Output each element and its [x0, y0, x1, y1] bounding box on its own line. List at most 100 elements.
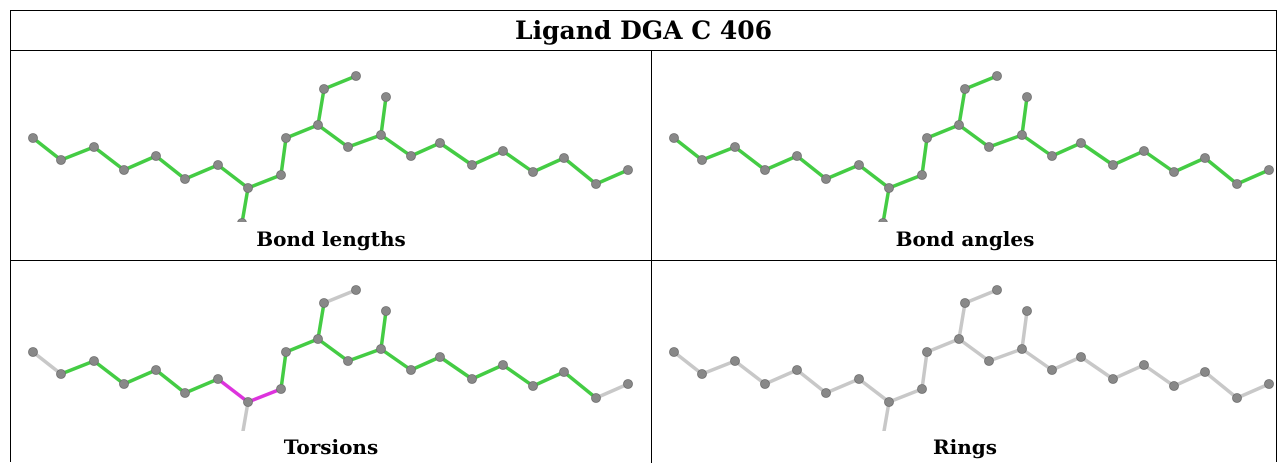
- bond: [31, 350, 63, 376]
- bond: [154, 154, 187, 181]
- bond: [59, 359, 96, 376]
- atom: [697, 369, 707, 379]
- atom: [528, 381, 538, 391]
- caption-bond-lengths: Bond lengths: [256, 227, 406, 251]
- atom: [1047, 365, 1057, 375]
- bond: [733, 145, 767, 172]
- bond: [562, 156, 598, 186]
- bond: [240, 186, 250, 222]
- atom: [854, 374, 864, 384]
- atom: [1232, 179, 1242, 189]
- column-divider: [651, 51, 652, 463]
- atom: [1076, 138, 1086, 148]
- bond: [920, 136, 929, 177]
- bond: [470, 149, 505, 167]
- bond: [925, 337, 961, 354]
- bond: [92, 359, 126, 386]
- atom: [467, 160, 477, 170]
- bond: [1142, 149, 1176, 174]
- atom: [498, 360, 508, 370]
- atom: [992, 285, 1002, 295]
- atom: [954, 120, 964, 130]
- bond: [987, 133, 1024, 149]
- atom: [406, 365, 416, 375]
- bond: [594, 382, 630, 400]
- atom: [151, 151, 161, 161]
- atom: [1139, 360, 1149, 370]
- bond: [920, 350, 929, 391]
- molecule-torsions: [28, 285, 633, 431]
- bond: [92, 145, 126, 172]
- bond: [154, 368, 187, 395]
- atom: [591, 393, 601, 403]
- bond: [795, 154, 828, 181]
- bond: [882, 400, 891, 431]
- atom: [237, 218, 247, 222]
- atom: [792, 151, 802, 161]
- atom: [435, 138, 445, 148]
- atom: [730, 142, 740, 152]
- bond: [379, 133, 413, 158]
- bond: [733, 359, 767, 386]
- bond: [316, 87, 326, 127]
- bond: [562, 370, 598, 400]
- atom: [623, 379, 633, 389]
- molecule-bond-lengths: [28, 71, 633, 222]
- bond: [594, 168, 630, 186]
- bond: [1079, 141, 1115, 167]
- bond: [824, 377, 861, 395]
- atom: [381, 92, 391, 102]
- atom: [1022, 306, 1032, 316]
- atom: [878, 218, 888, 222]
- bond: [700, 145, 737, 162]
- atom: [89, 356, 99, 366]
- atom: [559, 153, 569, 163]
- bond: [284, 337, 320, 354]
- atom: [243, 397, 253, 407]
- atom: [760, 165, 770, 175]
- bond: [1235, 168, 1271, 186]
- bond: [1050, 355, 1083, 372]
- bond: [824, 163, 861, 181]
- bond: [246, 387, 283, 404]
- bond: [531, 370, 566, 388]
- bond: [1203, 370, 1239, 400]
- bond: [379, 347, 413, 372]
- atom: [697, 155, 707, 165]
- bond: [1020, 95, 1029, 137]
- bond: [322, 74, 358, 91]
- bond: [531, 156, 566, 174]
- molecule-bond-angles: [669, 71, 1274, 222]
- atom: [1017, 344, 1027, 354]
- bond: [246, 173, 283, 190]
- figure-title: Ligand DGA C 406: [11, 11, 1276, 51]
- panel-bond-angles: Bond angles: [652, 52, 1278, 260]
- atom: [276, 170, 286, 180]
- bond: [700, 359, 737, 376]
- bond: [470, 363, 505, 381]
- bond: [379, 309, 388, 351]
- atom: [28, 347, 38, 357]
- atom: [1017, 130, 1027, 140]
- atom: [1264, 165, 1274, 175]
- bond: [672, 350, 704, 376]
- atom: [281, 347, 291, 357]
- bond: [881, 186, 891, 222]
- atom: [151, 365, 161, 375]
- bond: [183, 163, 220, 181]
- bond: [216, 377, 250, 404]
- bond: [31, 136, 63, 162]
- atom: [343, 356, 353, 366]
- caption-rings: Rings: [932, 435, 997, 459]
- atom: [180, 174, 190, 184]
- bond: [1203, 156, 1239, 186]
- atom: [954, 334, 964, 344]
- atom: [922, 347, 932, 357]
- panel-bond-lengths: Bond lengths: [11, 52, 651, 260]
- bond: [957, 87, 967, 127]
- atom: [1169, 381, 1179, 391]
- bond: [241, 400, 250, 431]
- bond: [887, 173, 924, 190]
- bond: [438, 355, 474, 381]
- bond: [438, 141, 474, 167]
